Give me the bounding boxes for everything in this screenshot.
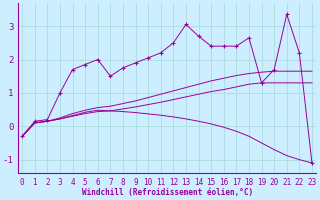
X-axis label: Windchill (Refroidissement éolien,°C): Windchill (Refroidissement éolien,°C)	[82, 188, 252, 197]
